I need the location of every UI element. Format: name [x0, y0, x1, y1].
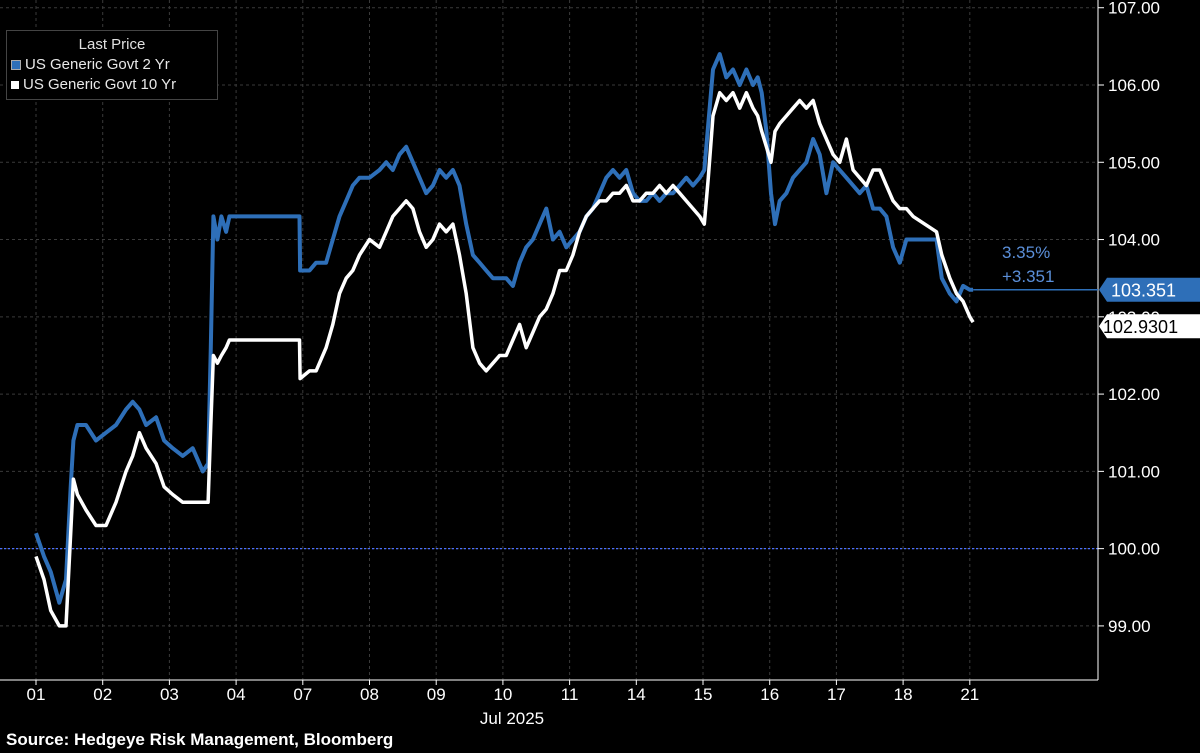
last-value-label-2yr: 103.351: [1111, 281, 1176, 301]
y-tick-label: 106.00: [1108, 76, 1160, 95]
x-tick-label: 04: [227, 685, 246, 704]
y-tick-label: 101.00: [1108, 462, 1160, 481]
x-tick-label: 01: [27, 685, 46, 704]
x-axis: 01 02 03 04 07 08 09 10 11 14 15 16 17 18 21: [0, 679, 1098, 704]
x-tick-label: 02: [93, 685, 112, 704]
y-tick-label: 100.00: [1108, 540, 1160, 559]
legend-swatch-10yr: [11, 81, 19, 90]
y-tick-label: 104.00: [1108, 231, 1160, 250]
source-footnote: Source: Hedgeye Risk Management, Bloombe…: [6, 730, 394, 749]
legend: Last Price US Generic Govt 2 Yr US Gener…: [6, 30, 218, 100]
legend-label-10yr: US Generic Govt 10 Yr: [23, 76, 177, 93]
last-value-tags: 103.351 102.9301: [973, 277, 1200, 339]
change-value-annotation: +3.351: [1002, 267, 1054, 286]
legend-label-2yr: US Generic Govt 2 Yr: [25, 56, 170, 73]
x-tick-label: 07: [293, 685, 312, 704]
legend-item-2yr: US Generic Govt 2 Yr: [11, 56, 170, 73]
legend-swatch-2yr: [11, 60, 21, 71]
y-tick-label: 102.00: [1108, 385, 1160, 404]
y-axis: 99.00100.00101.00102.00103.00104.00105.0…: [1097, 0, 1160, 680]
legend-item-10yr: US Generic Govt 10 Yr: [11, 76, 176, 93]
legend-title: Last Price: [78, 36, 146, 53]
x-tick-label: 11: [561, 685, 579, 704]
x-tick-label: 15: [694, 685, 713, 704]
series-line-2yr: [34, 52, 974, 605]
x-tick-label: 09: [427, 685, 446, 704]
grid-lines: [0, 0, 1098, 680]
x-tick-label: 17: [827, 685, 846, 704]
x-axis-label: Jul 2025: [480, 709, 544, 728]
x-tick-label: 08: [360, 685, 379, 704]
last-value-label-10yr: 102.9301: [1103, 317, 1178, 337]
change-percent-annotation: 3.35%: [1002, 243, 1050, 262]
y-tick-label: 99.00: [1108, 617, 1151, 636]
x-tick-label: 21: [960, 685, 979, 704]
x-tick-label: 14: [627, 685, 646, 704]
series-lines: [34, 52, 975, 628]
x-tick-label: 10: [493, 685, 512, 704]
last-value-tag-10yr: [1099, 314, 1200, 339]
x-tick-label: 18: [894, 685, 913, 704]
x-tick-label: 03: [160, 685, 179, 704]
series-line-10yr: [34, 90, 975, 628]
last-value-tag-2yr: [1099, 277, 1200, 302]
y-tick-label: 105.00: [1108, 153, 1160, 172]
x-tick-label: 16: [760, 685, 779, 704]
y-tick-label: 107.00: [1108, 0, 1160, 18]
